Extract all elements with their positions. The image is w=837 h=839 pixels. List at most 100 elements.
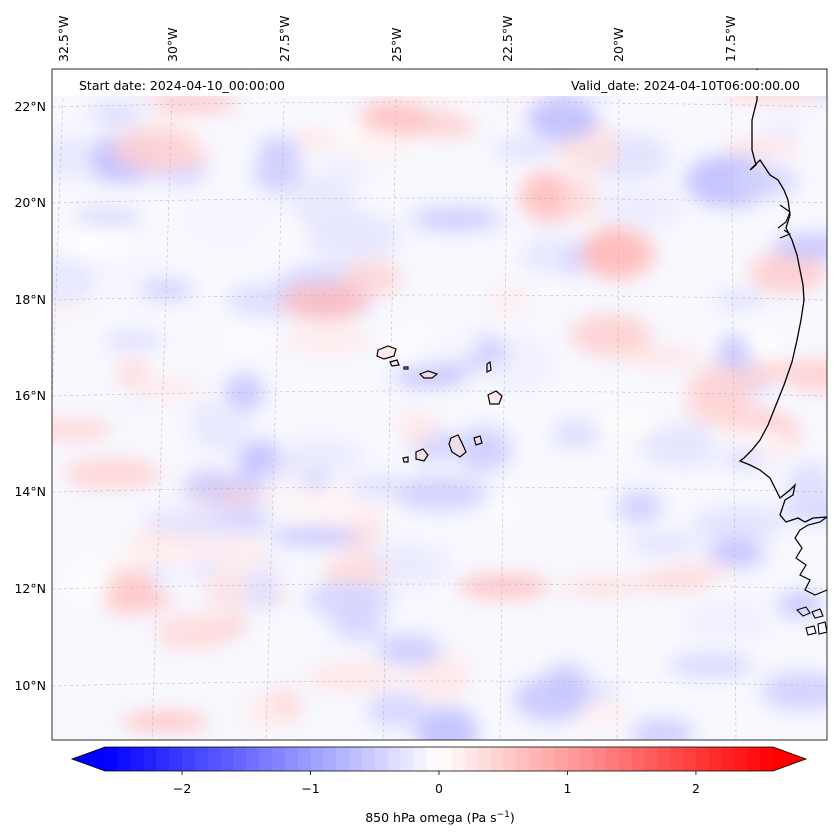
island-maio	[473, 435, 483, 446]
omega-blob	[273, 439, 364, 477]
map-panel: Start date: 2024-04-10_00:00:00 Valid_da…	[51, 68, 828, 741]
omega-blob	[529, 224, 566, 273]
omega-blob	[184, 469, 236, 501]
colorbar-segment	[683, 747, 697, 771]
lon-tick-label: 17.5°W	[723, 16, 738, 62]
colorbar-segment	[644, 747, 658, 771]
lat-gridline	[52, 101, 827, 108]
omega-blob	[322, 556, 388, 589]
colorbar-segment	[194, 747, 209, 771]
omega-blob	[488, 504, 525, 521]
omega-blob	[685, 605, 771, 638]
omega-blob	[62, 223, 130, 259]
omega-blob	[120, 712, 209, 731]
map-frame	[51, 68, 828, 741]
omega-blob	[137, 150, 215, 167]
valid-date-label: Valid_date: 2024-04-10T06:00:00.00	[571, 78, 800, 93]
lon-tick-label: 27.5°W	[277, 16, 292, 62]
omega-blob	[81, 248, 159, 300]
omega-blob	[114, 358, 150, 389]
colorbar-segment	[593, 747, 607, 771]
omega-blob	[708, 426, 793, 456]
omega-blob	[749, 252, 826, 294]
omega-blob	[382, 322, 479, 366]
omega-blob	[765, 118, 801, 140]
omega-blob	[689, 510, 785, 540]
africa-coast-south	[794, 516, 827, 596]
omega-blob	[241, 696, 284, 731]
coast-inlet	[777, 204, 792, 239]
omega-blob	[184, 201, 276, 240]
omega-blob	[64, 458, 162, 489]
omega-blob	[723, 138, 801, 157]
colorbar-segment	[721, 747, 735, 771]
colorbar-segment	[490, 747, 504, 771]
colorbar-segment	[631, 747, 646, 771]
omega-blob	[521, 171, 568, 220]
colorbar-tick-label: 0	[435, 781, 443, 796]
omega-blob	[634, 571, 713, 592]
lon-tick-label: 30°W	[165, 27, 180, 62]
omega-blob	[591, 407, 665, 438]
lat-gridline	[52, 294, 827, 301]
omega-blob	[562, 576, 641, 598]
longitude-tick-labels: 32.5°W 30°W 27.5°W 25°W 22.5°W 20°W 17.5°W	[56, 16, 738, 62]
omega-blob	[285, 486, 369, 535]
colorbar-segment	[272, 747, 286, 771]
island-sal	[486, 360, 492, 373]
colorbar-segment	[349, 747, 363, 771]
omega-blob	[415, 707, 478, 740]
colorbar-segment	[156, 747, 170, 771]
colorbar-segment	[503, 747, 517, 771]
colorbar-tick-label: −2	[173, 781, 191, 796]
omega-blob	[552, 419, 600, 449]
omega-blob	[732, 166, 799, 197]
bissagos-islands	[795, 606, 827, 636]
lon-tick-label: 22.5°W	[500, 16, 515, 62]
colorbar-segments	[105, 747, 774, 771]
omega-blob	[786, 461, 827, 512]
colorbar-segment	[182, 747, 196, 771]
lat-gridline	[52, 390, 827, 397]
lat-gridline	[52, 680, 827, 687]
latitude-tick-labels: 22°N 20°N 18°N 16°N 14°N 12°N 10°N	[14, 99, 46, 693]
island-brava	[402, 456, 409, 463]
omega-blob	[64, 565, 112, 602]
omega-blob	[139, 92, 238, 113]
omega-blob	[457, 574, 550, 599]
lon-tick-label: 25°W	[389, 27, 404, 62]
island-santo-antao	[376, 345, 397, 360]
omega-blob	[619, 347, 704, 367]
omega-blob	[235, 472, 267, 497]
omega-blob	[570, 314, 652, 356]
lon-tick-label: 32.5°W	[56, 16, 71, 62]
omega-blob	[52, 134, 96, 178]
island-sao-nicolau	[418, 370, 439, 379]
omega-blob	[321, 156, 369, 182]
omega-blob	[454, 426, 512, 473]
lat-tick-label: 10°N	[14, 678, 46, 693]
island-sao-vicente	[389, 359, 400, 367]
omega-blob	[601, 191, 681, 228]
omega-blob	[204, 571, 249, 614]
colorbar-segment	[336, 747, 350, 771]
omega-blob	[107, 541, 205, 568]
omega-blob	[144, 560, 176, 587]
omega-blob	[640, 424, 727, 468]
omega-blob	[686, 364, 757, 415]
omega-blob	[716, 291, 764, 309]
omega-blob	[669, 653, 753, 678]
colorbar-segment	[541, 747, 556, 771]
start-date-label: Start date: 2024-04-10_00:00:00	[79, 78, 285, 93]
omega-blob	[340, 261, 403, 296]
colorbar-segment	[117, 747, 132, 771]
colorbar-segment	[233, 747, 247, 771]
omega-blob	[139, 280, 193, 300]
omega-blob	[376, 634, 442, 666]
omega-blob	[306, 581, 393, 618]
cape-verde-islands	[376, 345, 503, 463]
colorbar-outline	[70, 746, 808, 772]
colorbar-segment	[361, 747, 376, 771]
omega-blob	[407, 651, 470, 703]
